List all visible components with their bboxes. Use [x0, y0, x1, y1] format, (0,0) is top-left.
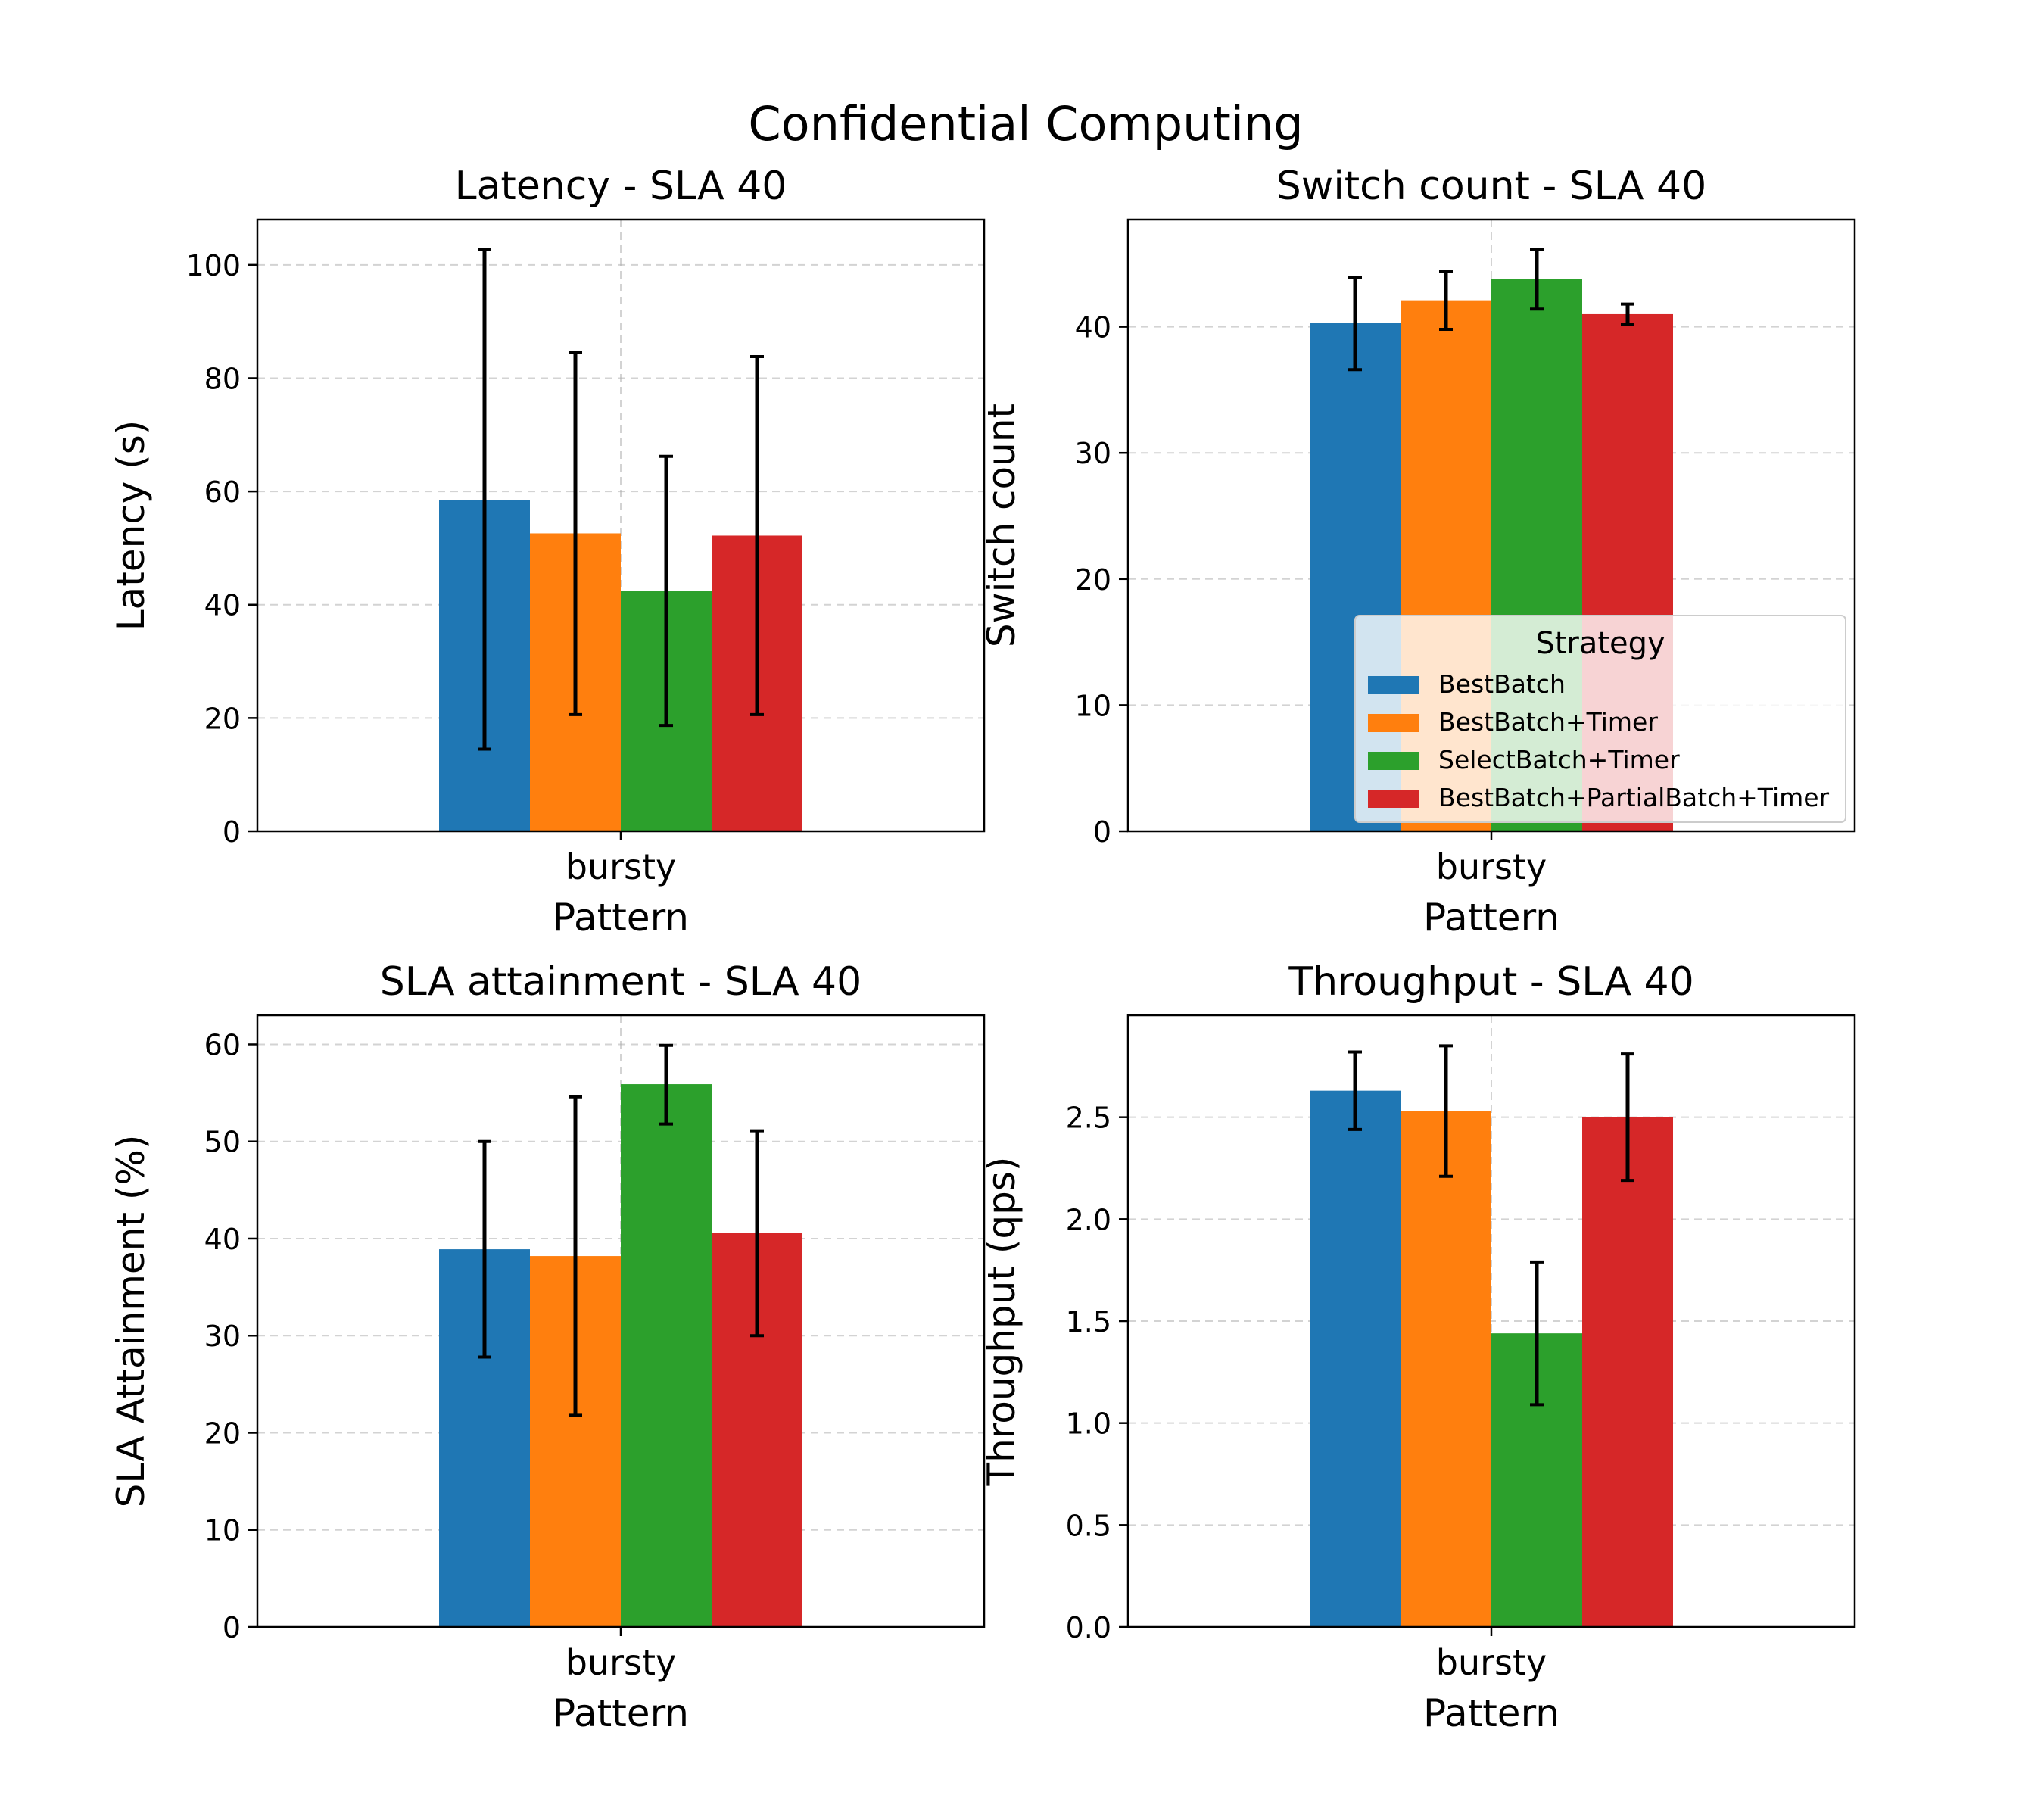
- x-axis-label: Pattern: [553, 896, 689, 940]
- x-tick-label: bursty: [1436, 846, 1547, 887]
- legend-entry: BestBatch+Timer: [1438, 707, 1658, 737]
- panel-title: Switch count - SLA 40: [1276, 164, 1706, 209]
- chart-panel-4: 0.0 0.5 1.0 1.5 2.0 2.5 bursty Pattern Throughpu…: [980, 959, 1856, 1735]
- legend-swatch: [1368, 714, 1419, 732]
- legend-swatch: [1368, 790, 1419, 808]
- y-tick-label: 1.5: [1066, 1305, 1111, 1339]
- y-tick-label: 40: [1075, 311, 1111, 344]
- x-axis-label: Pattern: [1423, 896, 1559, 940]
- chart-panel-1: 0 20 40 60 80 100 bursty Pattern Latency (s) Late…: [109, 164, 986, 940]
- y-axis-label: SLA Attainment (%): [109, 1135, 153, 1508]
- y-axis-label: Throughput (qps): [980, 1157, 1024, 1487]
- y-tick-label: 100: [185, 249, 241, 282]
- y-tick-label: 60: [204, 475, 241, 509]
- y-tick-label: 0: [223, 1611, 241, 1644]
- y-tick-label: 20: [204, 702, 241, 735]
- x-tick-label: bursty: [1436, 1642, 1547, 1683]
- panel-title: Latency - SLA 40: [455, 164, 787, 209]
- x-tick-label: bursty: [566, 846, 677, 887]
- bar-selectbatch-timer: [621, 1084, 712, 1627]
- y-axis-label: Switch count: [980, 404, 1024, 647]
- legend: Strategy BestBatch BestBatch+Timer SelectBa…: [1354, 615, 1846, 823]
- legend-box: [1354, 615, 1846, 823]
- y-tick-label: 0: [223, 815, 241, 849]
- chart-panel-2: 0 10 20 30 40 bursty Pattern Switch count Switch…: [980, 164, 1856, 940]
- y-tick-label: 30: [1075, 437, 1111, 470]
- legend-entry: SelectBatch+Timer: [1438, 745, 1680, 774]
- y-tick-label: 20: [204, 1417, 241, 1450]
- y-tick-label: 0.0: [1066, 1611, 1111, 1644]
- x-axis-label: Pattern: [1423, 1691, 1559, 1735]
- x-tick-label: bursty: [566, 1642, 677, 1683]
- y-tick-label: 10: [1075, 689, 1111, 722]
- y-tick-label: 1.0: [1066, 1407, 1111, 1441]
- y-tick-label: 40: [204, 589, 241, 622]
- legend-title: Strategy: [1535, 626, 1665, 661]
- panel-title: Throughput - SLA 40: [1288, 959, 1693, 1005]
- legend-entry: BestBatch+PartialBatch+Timer: [1438, 783, 1830, 812]
- y-tick-label: 10: [204, 1514, 241, 1547]
- figure-title: Confidential Computing: [748, 96, 1303, 151]
- y-tick-label: 20: [1075, 563, 1111, 597]
- legend-swatch: [1368, 676, 1419, 694]
- y-tick-label: 50: [204, 1126, 241, 1159]
- legend-entry: BestBatch: [1438, 669, 1566, 699]
- y-tick-label: 80: [204, 362, 241, 395]
- bar-bestbatch-partialbatch-timer: [1582, 1117, 1673, 1627]
- bar-bestbatch-timer: [1401, 1111, 1491, 1627]
- y-tick-label: 60: [204, 1028, 241, 1061]
- y-tick-label: 0: [1093, 815, 1111, 849]
- y-axis-label: Latency (s): [109, 420, 153, 631]
- chart-panel-3: 0 10 20 30 40 50 60 bursty Pattern SLA Attainment…: [109, 959, 986, 1735]
- y-tick-label: 40: [204, 1223, 241, 1256]
- y-tick-label: 2.5: [1066, 1102, 1111, 1135]
- y-tick-label: 30: [204, 1320, 241, 1353]
- panel-title: SLA attainment - SLA 40: [380, 959, 862, 1005]
- y-tick-label: 0.5: [1066, 1509, 1111, 1542]
- bar-bestbatch: [1310, 1090, 1401, 1627]
- x-axis-label: Pattern: [553, 1691, 689, 1735]
- legend-swatch: [1368, 752, 1419, 770]
- y-tick-label: 2.0: [1066, 1203, 1111, 1236]
